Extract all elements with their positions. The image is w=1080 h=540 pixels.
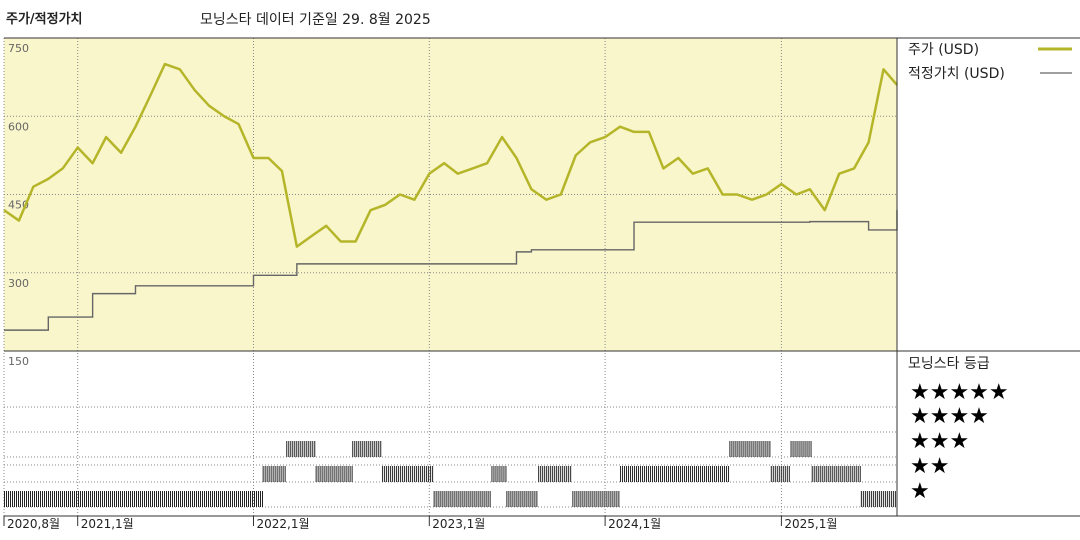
x-tick-label: 2020,8월: [7, 517, 60, 531]
y-tick-label: 300: [8, 277, 29, 290]
rating-segment-1-star: [433, 491, 491, 507]
chart-title: 주가/적정가치: [6, 12, 83, 27]
rating-segment-1-star: [4, 491, 263, 507]
rating-legend-title: 모닝스타 등급: [908, 356, 990, 372]
legend-price-label: 주가 (USD): [908, 42, 979, 58]
rating-segment-2-star: [811, 466, 861, 482]
fair-value-line: [4, 210, 898, 331]
star-label-3: ★★★: [910, 429, 969, 454]
rating-segment-1-star: [506, 491, 538, 507]
rating-segment-2-star: [262, 466, 286, 482]
rating-segment-2-star: [315, 466, 353, 482]
x-tick-label: 2021,1월: [81, 517, 134, 531]
price-line: [3, 62, 898, 248]
x-tick-label: 2024,1월: [608, 517, 661, 531]
rating-segment-2-star: [491, 466, 507, 482]
rating-segment-2-star: [538, 466, 572, 482]
rating-segment-2-star: [382, 466, 434, 482]
rating-segment-3-star: [352, 441, 382, 457]
star-label-1: ★: [910, 479, 930, 504]
x-tick-label: 2023,1월: [432, 517, 485, 531]
rating-segment-2-star: [620, 466, 730, 482]
rating-segment-2-star: [770, 466, 790, 482]
y-tick-label: 150: [8, 355, 29, 368]
y-tick-label: 750: [8, 42, 29, 55]
rating-segment-1-star: [860, 491, 896, 507]
star-label-5: ★★★★★: [910, 380, 1009, 405]
rating-segment-3-star: [286, 441, 316, 457]
data-date-subtitle: 모닝스타 데이터 기준일 29. 8월 2025: [200, 12, 431, 28]
star-label-4: ★★★★: [910, 404, 989, 429]
star-label-2: ★★: [910, 454, 949, 479]
series-lines: [3, 62, 898, 331]
legend-fair-label: 적정가치 (USD): [908, 66, 1005, 82]
rating-segment-3-star: [729, 441, 771, 457]
x-tick-label: 2025,1월: [784, 517, 837, 531]
rating-segment-1-star: [572, 491, 620, 507]
rating-segment-3-star: [790, 441, 812, 457]
x-tick-label: 2022,1월: [257, 517, 310, 531]
x-tick-labels: 2020,8월 2021,1월 2022,1월 2023,1월 2024,1월 2025,…: [3, 516, 837, 531]
y-tick-label: 600: [8, 120, 29, 133]
rating-history: [4, 441, 896, 507]
